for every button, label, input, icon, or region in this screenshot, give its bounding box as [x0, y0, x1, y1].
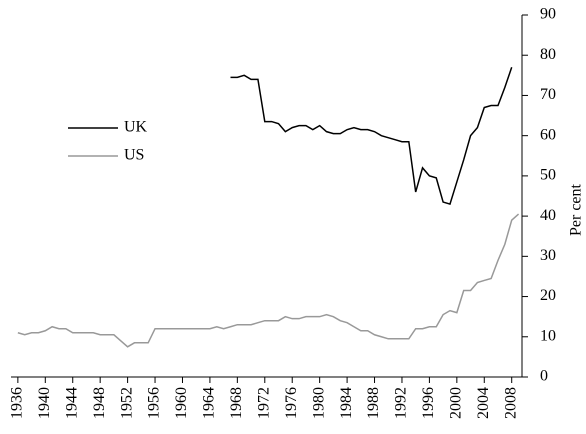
legend-label: US [124, 147, 144, 164]
y-tick-label: 60 [540, 126, 556, 143]
data-line [230, 67, 513, 205]
x-tick-label: 1988 [365, 387, 382, 419]
x-tick-label: 1996 [420, 387, 437, 419]
y-tick-label: 40 [540, 207, 556, 224]
x-tick-label: 1956 [146, 387, 163, 419]
x-tick-label: 1992 [393, 387, 410, 419]
y-tick-label: 20 [540, 287, 556, 304]
x-tick-label: 1980 [310, 387, 327, 419]
x-tick-label: 1960 [173, 387, 190, 419]
x-tick-label: 2000 [448, 387, 465, 419]
x-tick-label: 1944 [63, 387, 80, 419]
x-tick-label: 2008 [502, 387, 519, 419]
x-tick-label: 1952 [118, 387, 135, 419]
y-tick-label: 90 [540, 6, 556, 23]
y-tick-label: 80 [540, 46, 556, 63]
y-tick-label: 10 [540, 327, 556, 344]
x-tick-label: 1940 [36, 387, 53, 419]
x-tick-label: 2004 [475, 387, 492, 419]
y-axis-label: Per cent [568, 183, 585, 236]
x-tick-label: 1976 [283, 387, 300, 419]
data-line [17, 213, 520, 348]
x-tick-label: 1936 [9, 387, 26, 419]
x-tick-label: 1948 [91, 387, 108, 419]
y-tick-label: 70 [540, 86, 556, 103]
x-tick-label: 1968 [228, 387, 245, 419]
x-tick-label: 1984 [338, 387, 355, 419]
x-tick-label: 1972 [255, 387, 272, 419]
y-tick-label: 50 [540, 167, 556, 184]
legend-label: UK [124, 119, 148, 136]
x-tick-label: 1964 [201, 387, 218, 419]
y-tick-label: 30 [540, 247, 556, 264]
y-tick-label: 0 [540, 368, 548, 385]
